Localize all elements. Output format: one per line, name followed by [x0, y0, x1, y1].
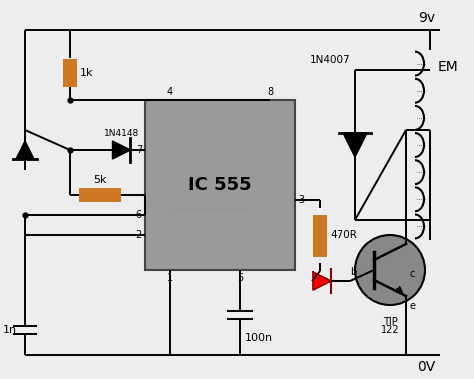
Text: 4: 4	[167, 87, 173, 97]
Polygon shape	[16, 141, 34, 159]
Circle shape	[355, 235, 425, 305]
Text: 1n: 1n	[3, 325, 17, 335]
Text: EM: EM	[438, 60, 459, 74]
Text: 9v: 9v	[418, 11, 435, 25]
Text: 122: 122	[381, 325, 399, 335]
Text: 5: 5	[237, 273, 243, 283]
Text: 3: 3	[298, 195, 304, 205]
Text: 6: 6	[136, 210, 142, 220]
Text: 1N4148: 1N4148	[104, 129, 139, 138]
Bar	[313, 215, 327, 257]
Text: IC 555: IC 555	[188, 176, 252, 194]
Bar	[79, 188, 121, 202]
Bar	[63, 59, 77, 87]
Text: b: b	[350, 267, 356, 277]
Polygon shape	[112, 141, 130, 159]
Text: 7: 7	[136, 145, 142, 155]
Text: 8: 8	[267, 87, 273, 97]
Polygon shape	[313, 272, 331, 290]
Text: c: c	[410, 269, 415, 279]
Text: 470R: 470R	[330, 230, 357, 241]
Text: TIP: TIP	[383, 317, 397, 327]
Text: 1k: 1k	[80, 68, 93, 78]
Polygon shape	[343, 133, 367, 157]
Text: 2: 2	[136, 230, 142, 240]
Text: e: e	[410, 301, 416, 311]
Text: 100n: 100n	[245, 333, 273, 343]
Text: 1: 1	[167, 273, 173, 283]
Text: 0V: 0V	[417, 360, 435, 374]
Bar	[145, 100, 295, 270]
Text: swagatam innovations: swagatam innovations	[174, 207, 246, 213]
Text: 5k: 5k	[93, 175, 107, 185]
Text: 1N4007: 1N4007	[310, 55, 350, 65]
